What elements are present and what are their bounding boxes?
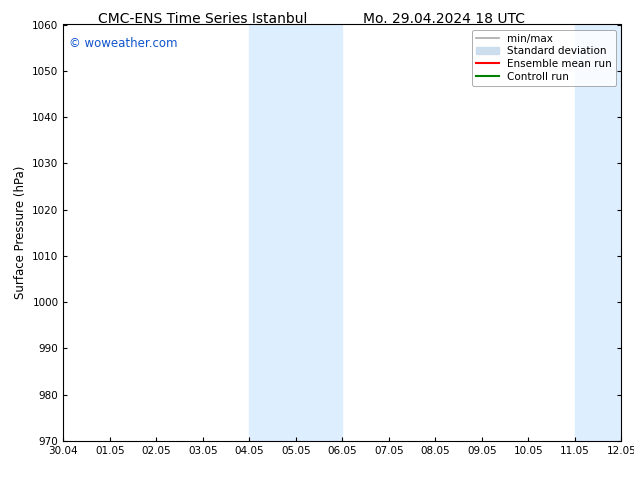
Legend: min/max, Standard deviation, Ensemble mean run, Controll run: min/max, Standard deviation, Ensemble me… bbox=[472, 30, 616, 86]
Text: Mo. 29.04.2024 18 UTC: Mo. 29.04.2024 18 UTC bbox=[363, 12, 525, 26]
Bar bbox=[249, 24, 342, 441]
Text: CMC-ENS Time Series Istanbul: CMC-ENS Time Series Istanbul bbox=[98, 12, 307, 26]
Text: © woweather.com: © woweather.com bbox=[69, 37, 178, 50]
Bar bbox=[575, 24, 621, 441]
Y-axis label: Surface Pressure (hPa): Surface Pressure (hPa) bbox=[14, 166, 27, 299]
